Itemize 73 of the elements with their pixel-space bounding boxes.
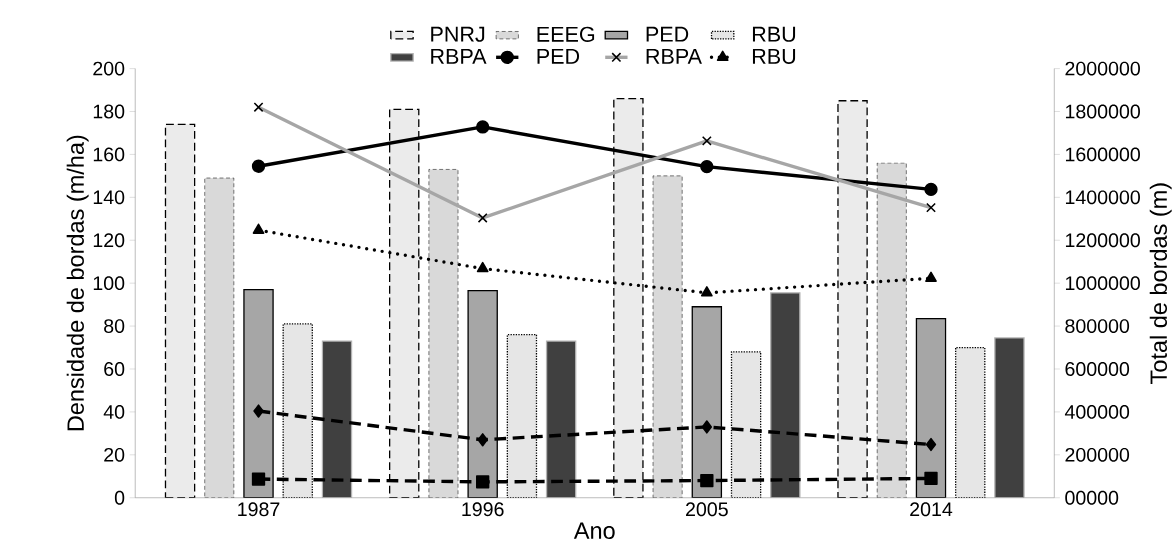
point — [251, 472, 266, 486]
y2-tick-label: 1800000 — [1065, 104, 1140, 119]
point — [925, 271, 937, 282]
point — [925, 437, 937, 451]
bar — [428, 168, 459, 498]
bar — [388, 108, 420, 498]
y-tick-label: 140 — [93, 190, 125, 205]
y2-tick-label: 1400000 — [1065, 190, 1140, 205]
legend-label: PED — [537, 48, 580, 64]
x-tick-label: 2005 — [686, 502, 728, 516]
legend-label: RBPA — [646, 48, 702, 64]
x-tick-label: 1987 — [238, 502, 280, 516]
y-tick-label: 80 — [104, 318, 125, 333]
bar — [730, 350, 762, 498]
y-tick-label: 20 — [104, 447, 125, 462]
point — [476, 474, 490, 489]
y-tick-label: 0 — [114, 490, 125, 505]
legend-label: RBPA — [431, 48, 487, 64]
bar — [994, 336, 1025, 498]
y-tick-label: 100 — [93, 275, 125, 290]
bar — [204, 177, 235, 498]
y-tick-label: 120 — [93, 233, 125, 247]
x-axis-title: Ano — [573, 522, 615, 539]
bar — [837, 99, 868, 498]
y2-tick-label: 1200000 — [1065, 233, 1140, 247]
y-tick-label: 60 — [104, 361, 125, 376]
y2-tick-label: 1600000 — [1065, 147, 1140, 162]
point — [924, 182, 938, 196]
x-tick-label: 1996 — [462, 502, 504, 516]
y2-tick-label: 1000000 — [1065, 275, 1140, 290]
legend-label: EEEG — [537, 26, 595, 42]
y2-tick-label: 00000 — [1065, 490, 1119, 505]
point — [252, 223, 265, 234]
bar — [506, 333, 538, 498]
legend-label: PNRJ — [431, 26, 485, 42]
point — [476, 120, 490, 134]
legend-label: PED — [646, 26, 689, 42]
y-tick-label: 160 — [93, 147, 125, 162]
bar — [770, 291, 801, 498]
point — [700, 159, 714, 174]
point — [701, 420, 713, 434]
y2-tick-label: 2000000 — [1065, 61, 1140, 76]
point — [477, 432, 488, 447]
bar — [243, 288, 274, 498]
point — [253, 404, 264, 418]
bar — [467, 289, 498, 498]
y-tick-label: 200 — [93, 61, 125, 76]
y2-axis-title: Total de bordas (m) — [1149, 183, 1172, 384]
point — [700, 473, 714, 488]
bar — [282, 323, 313, 498]
bar — [613, 97, 644, 498]
x-tick-label: 2014 — [910, 502, 953, 516]
y2-tick-label: 200000 — [1065, 447, 1130, 462]
point — [476, 261, 489, 273]
legend-label: RBU — [752, 26, 796, 42]
y-axis-title: Densidade de bordas (m/ha) — [66, 135, 89, 431]
point — [700, 285, 713, 297]
bar — [164, 123, 196, 498]
y2-tick-label: 400000 — [1064, 404, 1130, 419]
point — [251, 159, 266, 173]
bar — [915, 317, 947, 498]
bar — [321, 340, 353, 498]
y2-tick-label: 800000 — [1065, 318, 1130, 333]
legend-label: RBU — [752, 48, 796, 64]
bar — [955, 346, 986, 498]
bar — [545, 340, 577, 498]
y2-tick-label: 600000 — [1065, 361, 1130, 376]
bar — [691, 305, 723, 498]
y-tick-label: 40 — [103, 404, 125, 419]
point — [924, 471, 938, 485]
y-tick-label: 180 — [93, 104, 125, 119]
bar — [652, 175, 683, 498]
bar — [876, 162, 907, 498]
